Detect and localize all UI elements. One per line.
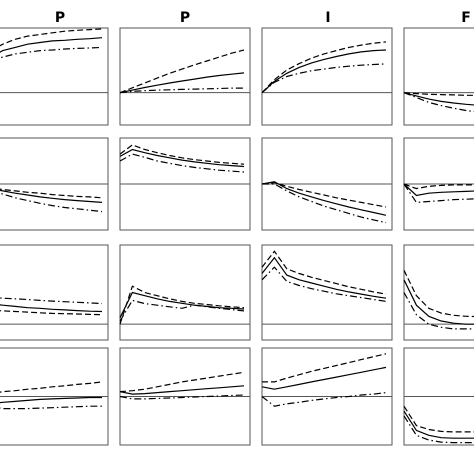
response-line: [261, 41, 387, 94]
response-line: [119, 87, 244, 94]
response-line: [261, 256, 387, 299]
response-line: [403, 183, 474, 204]
panel-frame: [403, 27, 474, 126]
panel-frame: [403, 244, 474, 341]
response-line: [0, 37, 103, 53]
response-line: [262, 353, 387, 383]
panel-title: F: [461, 10, 471, 26]
response-line: [0, 46, 103, 59]
response-line: [119, 144, 245, 165]
panel-frame: [119, 27, 251, 126]
response-line: [119, 299, 245, 322]
response-line: [119, 285, 245, 325]
response-line: [262, 183, 387, 224]
response-line: [0, 304, 103, 313]
response-line: [403, 270, 474, 318]
response-line: [261, 266, 387, 302]
panel-title: I: [325, 10, 330, 26]
response-line: [261, 392, 387, 407]
response-line: [261, 181, 387, 216]
panel-title: P: [180, 10, 190, 26]
panel-frame: [261, 27, 393, 126]
panel-frame: [0, 244, 109, 341]
response-line: [0, 396, 102, 404]
response-line: [0, 189, 103, 203]
panel-frame: [261, 244, 393, 341]
panel-frame: [0, 27, 109, 126]
response-line: [403, 410, 474, 439]
response-line: [261, 250, 387, 295]
response-line: [119, 153, 245, 173]
response-line: [119, 148, 245, 168]
response-line: [403, 415, 474, 444]
response-line: [403, 279, 474, 325]
response-line: [119, 49, 245, 94]
response-line: [119, 291, 245, 319]
response-line: [261, 366, 387, 390]
response-line: [119, 371, 245, 393]
response-line: [119, 72, 245, 94]
response-line: [0, 310, 103, 316]
response-line: [261, 49, 387, 94]
response-line: [0, 192, 103, 213]
response-line: [403, 183, 474, 197]
response-line: [403, 92, 474, 106]
response-line: [403, 405, 474, 433]
response-line: [0, 381, 103, 393]
response-line: [403, 183, 474, 190]
response-line: [403, 92, 474, 113]
response-line: [0, 297, 103, 305]
response-line: [403, 92, 474, 96]
response-line: [119, 385, 245, 395]
response-line: [0, 188, 103, 199]
response-line: [0, 405, 102, 410]
panel-title: P: [55, 10, 65, 26]
response-line: [403, 292, 474, 330]
response-line: [261, 63, 387, 94]
response-line: [119, 394, 245, 400]
response-line: [261, 181, 387, 208]
panel-frame: [119, 244, 251, 341]
response-line: [0, 28, 103, 47]
